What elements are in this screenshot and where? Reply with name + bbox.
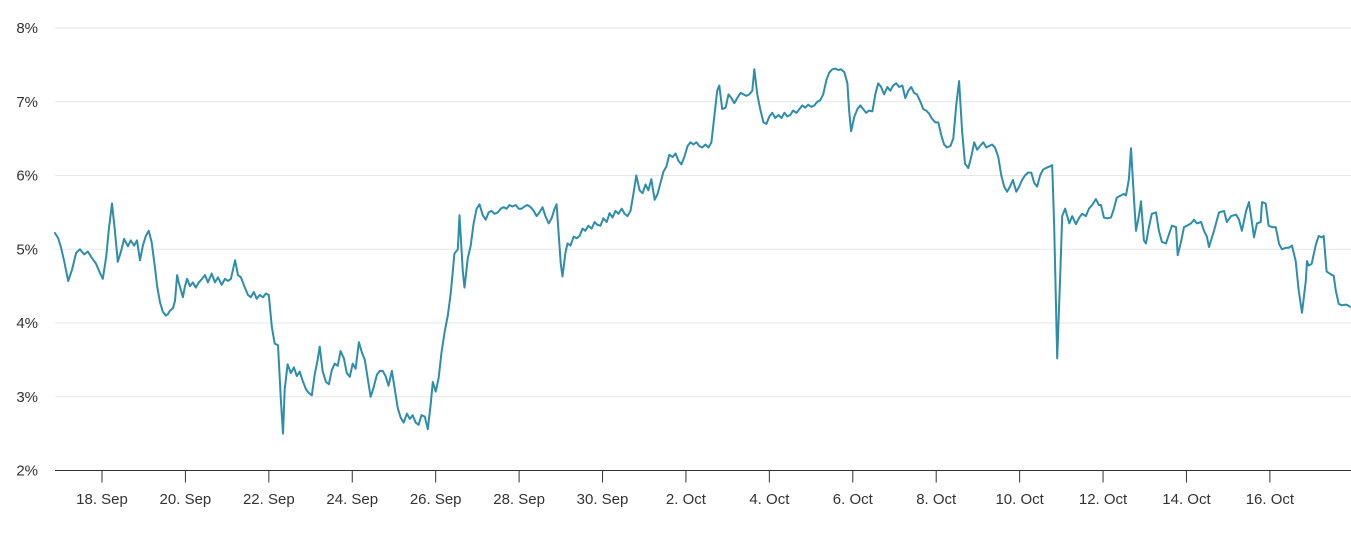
y-axis-tick-label: 4%: [16, 315, 38, 332]
x-axis-tick-label: 30. Sep: [577, 491, 629, 508]
x-axis-tick-label: 22. Sep: [243, 491, 295, 508]
x-axis-tick-label: 10. Oct: [995, 491, 1044, 508]
x-axis-tick-label: 18. Sep: [76, 491, 128, 508]
x-axis-tick-label: 12. Oct: [1079, 491, 1128, 508]
x-axis-tick-label: 14. Oct: [1162, 491, 1211, 508]
x-axis-tick-label: 4. Oct: [749, 491, 790, 508]
x-axis-tick-label: 28. Sep: [493, 491, 545, 508]
y-axis-tick-label: 7%: [16, 94, 38, 111]
x-axis-tick-label: 24. Sep: [326, 491, 378, 508]
y-axis-tick-label: 8%: [16, 20, 38, 37]
y-axis-tick-label: 2%: [16, 463, 38, 480]
x-axis: 18. Sep 20. Sep 22. Sep 24. Sep 26. Sep 28. S…: [55, 470, 1351, 508]
series-line: [53, 67, 1351, 435]
y-axis-labels: 8% 7% 6% 5% 4% 3% 2%: [16, 20, 38, 480]
x-axis-tick-label: 2. Oct: [666, 491, 707, 508]
series-group: [53, 67, 1351, 435]
y-axis-tick-label: 5%: [16, 241, 38, 258]
x-axis-tick-label: 6. Oct: [833, 491, 874, 508]
y-axis-tick-label: 3%: [16, 389, 38, 406]
y-axis-tick-label: 6%: [16, 168, 38, 185]
x-axis-tick-label: 26. Sep: [410, 491, 462, 508]
x-axis-tick-label: 16. Oct: [1246, 491, 1295, 508]
x-axis-tick-label: 8. Oct: [916, 491, 957, 508]
x-axis-tick-label: 20. Sep: [160, 491, 212, 508]
